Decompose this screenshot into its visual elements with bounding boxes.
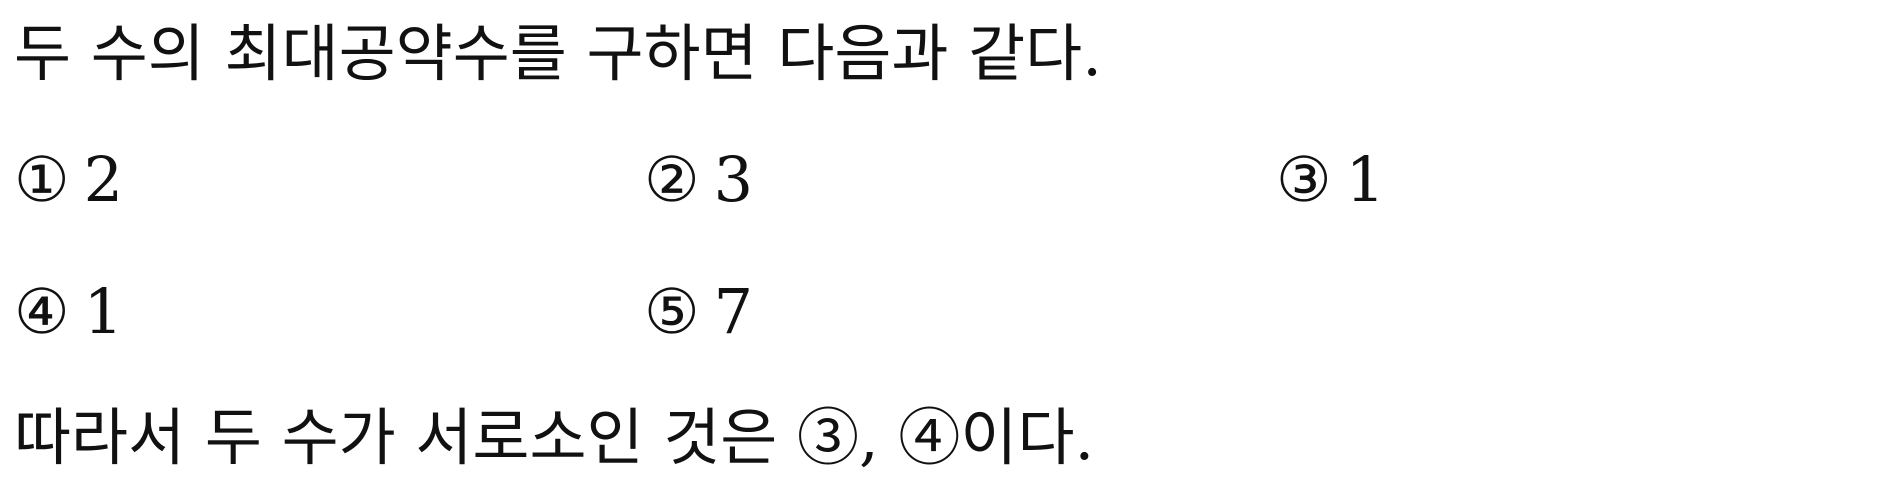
conclusion-line: 따라서 두 수가 서로소인 것은 ③, ④이다.	[14, 401, 1095, 474]
statement-line: 두 수의 최대공약수를 구하면 다음과 같다.	[14, 17, 1102, 90]
choice-mark: ①	[14, 143, 70, 216]
choice-value: 7	[713, 275, 754, 348]
choice-mark: ⑤	[644, 275, 700, 348]
choice-mark: ③	[1276, 143, 1332, 216]
choice-value: 1	[83, 275, 124, 348]
choice-mark: ④	[14, 275, 70, 348]
choice-value: 2	[83, 143, 124, 216]
choice-mark: ②	[644, 143, 700, 216]
choice-value: 3	[713, 143, 754, 216]
choice-value: 1	[1345, 143, 1386, 216]
